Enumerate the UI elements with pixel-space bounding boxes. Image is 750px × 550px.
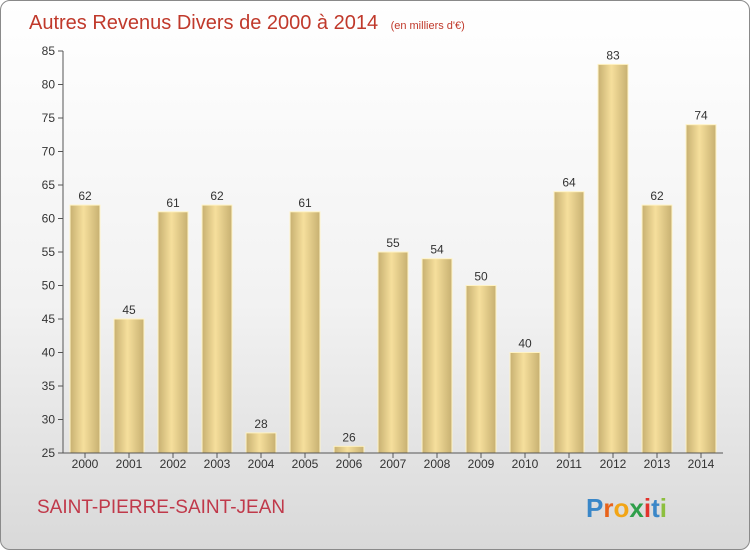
data-label: 62 [210, 189, 224, 203]
x-tick-label: 2004 [248, 457, 275, 471]
bar [421, 258, 453, 454]
data-label: 26 [342, 430, 356, 444]
bars: 62 45 61 62 28 61 26 55 54 50 40 64 83 62 74 [69, 48, 717, 454]
logo-letter: i [644, 493, 651, 523]
data-label: 61 [298, 196, 312, 210]
bar [465, 285, 497, 454]
y-tick-label: 30 [42, 413, 56, 427]
data-label: 50 [474, 270, 488, 284]
bar [113, 318, 145, 454]
chart-title-text: Autres Revenus Divers de 2000 à 2014 [29, 12, 378, 34]
bar [69, 204, 101, 454]
y-tick-label: 35 [42, 379, 56, 393]
x-tick-label: 2009 [468, 457, 495, 471]
data-label: 55 [386, 236, 400, 250]
logo-letter: r [603, 493, 613, 523]
bar [377, 251, 409, 454]
chart-title: Autres Revenus Divers de 2000 à 2014 (en… [29, 12, 465, 34]
data-label: 61 [166, 196, 180, 210]
x-tick-label: 2000 [72, 457, 99, 471]
data-label: 62 [78, 189, 92, 203]
y-tick-label: 70 [42, 145, 56, 159]
x-tick-label: 2006 [336, 457, 363, 471]
x-tick-label: 2003 [204, 457, 231, 471]
x-tick-label: 2011 [556, 457, 582, 471]
data-label: 45 [122, 303, 136, 317]
y-tick-label: 45 [42, 312, 56, 326]
place-name: SAINT-PIERRE-SAINT-JEAN [37, 497, 285, 518]
chart-subtitle: (en milliers d'€) [391, 20, 465, 32]
x-tick-label: 2012 [600, 457, 627, 471]
x-tick-label: 2002 [160, 457, 187, 471]
data-label: 64 [562, 176, 576, 190]
x-axis: 2000 2001 2002 2003 2004 2005 2006 2007 2008 2009… [63, 452, 723, 471]
y-tick-label: 55 [42, 245, 56, 259]
y-tick-label: 50 [42, 279, 56, 293]
bar [509, 352, 541, 454]
bar [157, 211, 189, 454]
y-tick-label: 60 [42, 212, 56, 226]
bar [597, 63, 629, 454]
proxiti-logo: Proxiti [586, 493, 667, 523]
data-label: 74 [694, 109, 708, 123]
bar [289, 211, 321, 454]
data-label: 54 [430, 243, 444, 257]
logo-letter: i [660, 493, 667, 523]
bar [333, 445, 365, 454]
data-label: 40 [518, 337, 532, 351]
x-tick-label: 2001 [116, 457, 143, 471]
logo-letter: x [629, 493, 644, 523]
y-tick-label: 25 [42, 446, 56, 460]
logo-letter: o [613, 493, 629, 523]
data-label: 28 [254, 417, 268, 431]
bar [201, 204, 233, 454]
y-tick-label: 40 [42, 346, 56, 360]
x-tick-label: 2007 [380, 457, 407, 471]
y-axis: 25 30 35 40 45 50 55 60 65 70 75 80 85 [42, 44, 64, 460]
x-tick-label: 2014 [688, 457, 715, 471]
data-label: 83 [606, 48, 620, 62]
y-tick-label: 80 [42, 78, 56, 92]
x-tick-label: 2005 [292, 457, 319, 471]
y-tick-label: 65 [42, 178, 56, 192]
x-tick-label: 2013 [644, 457, 671, 471]
bar [245, 432, 277, 454]
logo-letter: P [586, 493, 603, 523]
y-tick-label: 75 [42, 111, 56, 125]
bar [685, 124, 717, 454]
y-tick-label: 85 [42, 44, 56, 58]
bar [641, 204, 673, 454]
x-tick-label: 2010 [512, 457, 539, 471]
data-label: 62 [650, 189, 664, 203]
x-tick-label: 2008 [424, 457, 451, 471]
bar [553, 191, 585, 454]
logo-letter: t [651, 493, 660, 523]
